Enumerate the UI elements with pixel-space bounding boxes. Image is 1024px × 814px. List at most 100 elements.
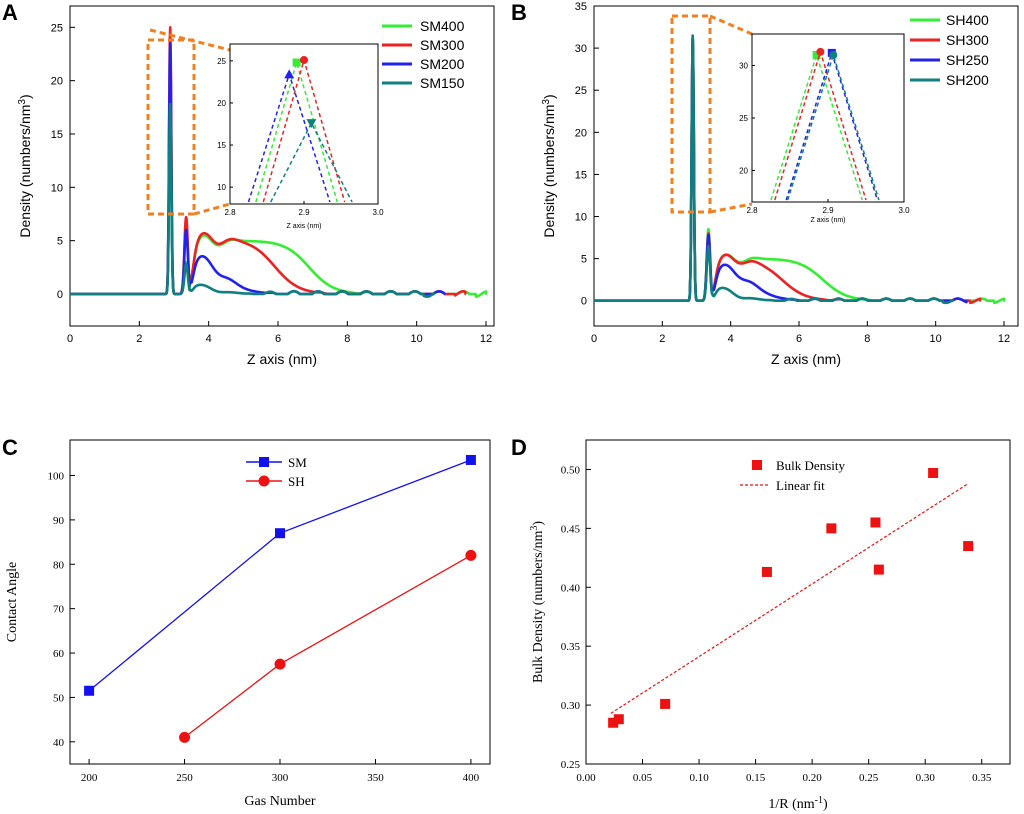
panel-b-zoom-connector-top: [709, 14, 753, 36]
y-tick-label: 20: [51, 76, 63, 88]
panel-b: B 0 2 4 6 8 10 12 0 5 10 15 20 25 30 35 Z axis (nm) De…: [511, 0, 1019, 367]
x-tick-label: 250: [176, 772, 193, 784]
data-point-sh: [465, 549, 477, 561]
x-tick-label: 0.25: [859, 772, 879, 784]
panel-b-label: B: [511, 0, 527, 25]
x-tick-label: 6: [796, 333, 802, 345]
x-tick-label: 0.30: [916, 772, 936, 784]
inset-y-tick-label: 30: [739, 62, 748, 71]
inset-x-tick-label: 3.0: [372, 208, 384, 217]
bulk-density-point: [963, 541, 974, 552]
x-tick-label: 0.15: [746, 772, 766, 784]
panel-b-inset-series: [770, 47, 880, 201]
inset-marker-sm300: [300, 56, 308, 64]
x-tick-label: 200: [81, 772, 98, 784]
panel-a-zoom-connector-top: [149, 28, 231, 52]
legend-label-bulk-density: Bulk Density: [776, 458, 845, 473]
panel-a-axes: 0 2 4 6 8 10 12 0 5 10 15 20 25: [51, 22, 492, 345]
legend-label-sh250: SH250: [946, 52, 989, 68]
inset-x-tick-label: 2.9: [298, 208, 310, 217]
panel-a-inset-axes: 2.8 2.9 3.0 10 15 20 25: [217, 57, 384, 217]
legend-label-sm: SM: [288, 455, 307, 470]
panel-d-frame: [585, 439, 1011, 765]
data-point-sm: [84, 685, 95, 696]
x-tick-label: 300: [272, 772, 289, 784]
x-tick-label: 0: [67, 333, 73, 345]
y-tick-label: 0.25: [561, 759, 581, 771]
x-tick-label: 8: [344, 333, 350, 345]
y-tick-label: 10: [575, 212, 587, 224]
x-tick-label: 6: [275, 333, 281, 345]
linear-fit-line: [610, 483, 969, 714]
y-tick-label: 100: [48, 471, 65, 483]
x-tick-label: 2: [659, 333, 665, 345]
panel-b-inset-frame: [751, 33, 905, 203]
legend-label-sm300: SM300: [420, 37, 465, 53]
x-tick-label: 10: [930, 333, 942, 345]
series-line-sh: [184, 554, 472, 738]
x-tick-label: 0.10: [689, 772, 709, 784]
inset-x-tick-label: 2.9: [822, 206, 834, 215]
inset-marker-sh400: [812, 51, 821, 59]
panel-c-axes: 200 250 300 350 400 40 50 60 70 80 90 100: [48, 471, 480, 784]
panel-b-series: [593, 34, 1006, 305]
legend-label-sh300: SH300: [946, 32, 989, 48]
panel-d-axes: 0.00 0.05 0.10 0.15 0.20 0.25 0.30 0.35 0.25 0.30…: [561, 464, 992, 784]
bulk-density-point: [761, 566, 772, 577]
panel-c: C 200 250 300 350 400 40 50 60 70 80 90 100 Gas Num…: [2, 435, 491, 809]
inset-marker-sh300: [816, 47, 825, 56]
inset-x-tick-label: 2.8: [224, 208, 236, 217]
y-tick-label: 20: [575, 127, 587, 139]
bulk-density-point: [613, 714, 624, 725]
panel-b-legend: SH400 SH300 SH250 SH200: [910, 12, 989, 88]
panel-d-x-label: 1/R (nm-1): [768, 795, 828, 812]
y-tick-label: 25: [575, 85, 587, 97]
legend-label-sh: SH: [288, 474, 305, 489]
x-tick-label: 10: [411, 333, 423, 345]
y-tick-label: 0: [581, 296, 587, 308]
panel-a-inset: 2.8 2.9 3.0 10 15 20 25 Z axis (nm): [217, 43, 384, 230]
legend-label-sh200: SH200: [946, 72, 989, 88]
x-tick-label: 350: [367, 772, 384, 784]
y-tick-label: 0.35: [561, 641, 581, 653]
inset-marker-sm200: [284, 69, 295, 79]
inset-y-tick-label: 15: [217, 141, 226, 150]
inset-y-tick-label: 25: [217, 57, 226, 66]
x-tick-label: 4: [728, 333, 734, 345]
inset-peak-sm150: [270, 121, 353, 203]
panel-a-zoom-connector-bottom: [193, 202, 231, 216]
inset-peak-sh200: [787, 52, 880, 201]
panel-c-label: C: [2, 435, 18, 460]
y-tick-label: 80: [53, 559, 65, 571]
panel-a-zoom-box: [146, 38, 196, 216]
y-tick-label: 70: [53, 604, 65, 616]
panel-a-label: A: [2, 0, 18, 25]
y-tick-label: 0.40: [561, 582, 581, 594]
y-tick-label: 35: [575, 1, 587, 13]
x-tick-label: 12: [998, 333, 1010, 345]
panel-c-y-label: Contact Angle: [5, 562, 20, 643]
inset-y-tick-label: 25: [739, 114, 748, 123]
panel-d-legend: Bulk Density Linear fit: [740, 458, 845, 493]
panel-b-inset-x-label: Z axis (nm): [811, 217, 846, 224]
panel-d-points: [608, 467, 974, 728]
y-tick-label: 15: [575, 169, 587, 181]
panel-d: D 0.00 0.05 0.10 0.15 0.20 0.25 0.30 0.350.250.…: [511, 435, 1011, 812]
y-tick-label: 30: [575, 43, 587, 55]
y-tick-label: 10: [51, 182, 63, 194]
legend-label-sm400: SM400: [420, 18, 465, 34]
x-tick-label: 0.05: [633, 772, 653, 784]
legend-label-linear-fit: Linear fit: [776, 478, 825, 493]
panel-c-series: [84, 454, 477, 743]
panel-a-inset-x-label: Z axis (nm): [287, 223, 322, 230]
panel-a-y-label: Density (numbers/nm3): [17, 94, 33, 237]
bulk-density-point: [660, 698, 671, 709]
bulk-density-point: [873, 564, 884, 575]
legend-label-sm150: SM150: [420, 75, 465, 91]
panel-b-x-label: Z axis (nm): [771, 351, 841, 367]
panel-c-frame: [69, 439, 491, 765]
legend-label-sm200: SM200: [420, 56, 465, 72]
x-tick-label: 12: [480, 333, 492, 345]
data-point-sm: [465, 454, 476, 465]
panel-d-label: D: [511, 435, 527, 460]
